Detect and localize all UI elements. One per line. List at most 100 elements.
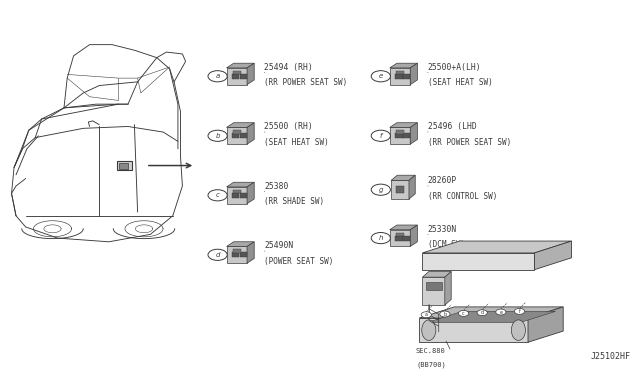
Text: a: a: [216, 73, 220, 79]
Polygon shape: [390, 225, 417, 230]
Circle shape: [208, 249, 227, 260]
Circle shape: [515, 308, 525, 314]
Bar: [396, 233, 404, 236]
Polygon shape: [247, 63, 254, 84]
Bar: [239, 252, 247, 257]
Text: (BB700): (BB700): [416, 362, 445, 368]
Text: (RR POWER SEAT SW): (RR POWER SEAT SW): [428, 138, 511, 147]
Bar: [233, 71, 241, 74]
Text: (POWER SEAT SW): (POWER SEAT SW): [264, 257, 333, 266]
Text: e: e: [499, 310, 502, 315]
Polygon shape: [227, 123, 254, 127]
Circle shape: [371, 130, 390, 141]
Bar: [239, 74, 247, 79]
Ellipse shape: [422, 320, 436, 340]
Text: (RR CONTROL SW): (RR CONTROL SW): [428, 192, 497, 201]
Ellipse shape: [511, 320, 525, 340]
Polygon shape: [445, 272, 451, 305]
Text: b: b: [215, 133, 220, 139]
Polygon shape: [419, 318, 528, 342]
Polygon shape: [422, 272, 451, 277]
Polygon shape: [227, 63, 254, 68]
Bar: [233, 190, 241, 193]
Text: b: b: [444, 311, 447, 317]
Polygon shape: [528, 307, 563, 342]
Bar: [403, 235, 410, 241]
Text: SEC.880: SEC.880: [416, 348, 445, 354]
Circle shape: [371, 184, 390, 195]
Bar: [403, 74, 410, 79]
Polygon shape: [390, 68, 410, 84]
Polygon shape: [227, 187, 247, 204]
Circle shape: [371, 232, 390, 244]
Bar: [233, 131, 241, 134]
Polygon shape: [419, 307, 563, 318]
Text: (SEAT HEAT SW): (SEAT HEAT SW): [264, 138, 329, 147]
Text: 25500+A(LH): 25500+A(LH): [428, 63, 481, 72]
Polygon shape: [534, 241, 572, 270]
Bar: [118, 161, 132, 170]
Polygon shape: [391, 180, 409, 199]
Text: c: c: [216, 192, 220, 198]
Circle shape: [208, 71, 227, 82]
Text: 25490N: 25490N: [264, 241, 294, 250]
Text: 25494 (RH): 25494 (RH): [264, 63, 313, 72]
Circle shape: [496, 309, 506, 315]
Circle shape: [421, 312, 431, 318]
Circle shape: [208, 130, 227, 141]
Text: 25380: 25380: [264, 182, 289, 191]
Polygon shape: [247, 242, 254, 263]
Text: (RR POWER SEAT SW): (RR POWER SEAT SW): [264, 78, 348, 87]
Text: (RR SHADE SW): (RR SHADE SW): [264, 197, 324, 206]
Polygon shape: [427, 311, 556, 323]
Text: h: h: [378, 235, 383, 241]
Bar: [232, 193, 239, 198]
Text: 28260P: 28260P: [428, 176, 457, 185]
Text: e: e: [379, 73, 383, 79]
Bar: [396, 186, 404, 193]
Circle shape: [371, 71, 390, 82]
Polygon shape: [390, 127, 410, 144]
Polygon shape: [410, 63, 417, 84]
Bar: [232, 133, 239, 138]
Bar: [396, 235, 403, 241]
Polygon shape: [247, 123, 254, 144]
Text: 25500 (RH): 25500 (RH): [264, 122, 313, 131]
Polygon shape: [410, 225, 417, 247]
Text: 25330N: 25330N: [428, 225, 457, 234]
Text: f: f: [518, 309, 520, 314]
Bar: [233, 250, 241, 253]
Polygon shape: [422, 241, 572, 253]
Text: (SEAT HEAT SW): (SEAT HEAT SW): [428, 78, 492, 87]
Bar: [239, 133, 247, 138]
Text: d: d: [215, 252, 220, 258]
Polygon shape: [391, 175, 415, 180]
Bar: [232, 252, 239, 257]
Text: a: a: [425, 312, 428, 317]
Text: g: g: [378, 187, 383, 193]
Polygon shape: [422, 277, 445, 305]
Bar: [239, 193, 247, 198]
Bar: [396, 131, 404, 134]
Text: f: f: [380, 133, 382, 139]
Polygon shape: [227, 182, 254, 187]
Bar: [232, 74, 239, 79]
Polygon shape: [410, 123, 417, 144]
Polygon shape: [227, 246, 247, 263]
Bar: [119, 163, 128, 169]
Text: c: c: [462, 311, 465, 316]
Text: d: d: [481, 310, 484, 315]
Polygon shape: [227, 242, 254, 246]
Circle shape: [208, 190, 227, 201]
Polygon shape: [390, 230, 410, 247]
Bar: [426, 282, 442, 290]
Bar: [396, 71, 404, 74]
Polygon shape: [390, 123, 417, 127]
Polygon shape: [247, 182, 254, 204]
Bar: [403, 133, 410, 138]
Circle shape: [477, 310, 487, 316]
Text: J25102HF: J25102HF: [590, 352, 630, 361]
Polygon shape: [422, 253, 534, 270]
Text: 25496 (LHD: 25496 (LHD: [428, 122, 476, 131]
Polygon shape: [390, 63, 417, 68]
